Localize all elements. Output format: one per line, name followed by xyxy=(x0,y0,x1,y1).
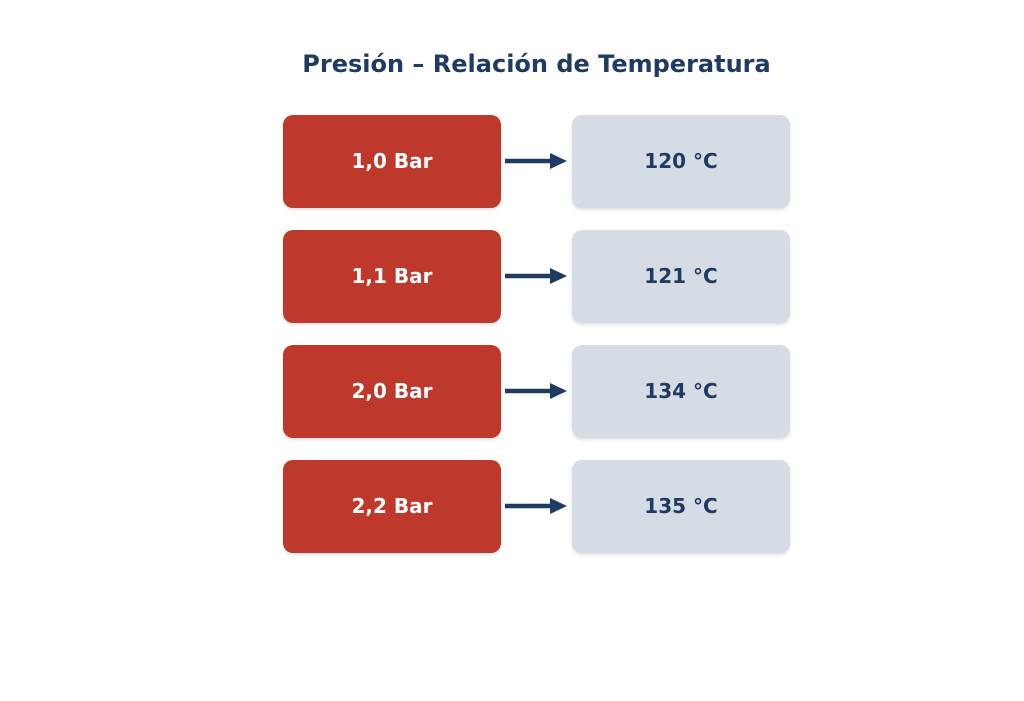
arrow-cell xyxy=(501,496,572,516)
arrow-right-icon xyxy=(505,268,567,285)
pressure-box: 1,1 Bar xyxy=(283,229,501,323)
pressure-label: 2,0 Bar xyxy=(351,379,433,404)
temperature-box: 120 °C xyxy=(572,114,790,208)
mapping-row: 2,2 Bar 135 °C xyxy=(283,459,790,553)
temperature-label: 121 °C xyxy=(644,264,718,289)
mapping-row: 2,0 Bar 134 °C xyxy=(283,344,790,438)
temperature-box: 121 °C xyxy=(572,229,790,323)
arrow-cell xyxy=(501,381,572,401)
pressure-box: 1,0 Bar xyxy=(283,114,501,208)
arrow-cell xyxy=(501,266,572,286)
temperature-label: 135 °C xyxy=(644,494,718,519)
arrow-right-icon xyxy=(505,498,567,515)
arrow-cell xyxy=(501,151,572,171)
diagram-title: Presión – Relación de Temperatura xyxy=(302,50,771,78)
mapping-row: 1,0 Bar 120 °C xyxy=(283,114,790,208)
pressure-label: 1,1 Bar xyxy=(351,264,433,289)
temperature-label: 134 °C xyxy=(644,379,718,404)
arrow-right-icon xyxy=(505,153,567,170)
pressure-box: 2,0 Bar xyxy=(283,344,501,438)
pressure-box: 2,2 Bar xyxy=(283,459,501,553)
temperature-label: 120 °C xyxy=(644,149,718,174)
pressure-label: 2,2 Bar xyxy=(351,494,433,519)
mapping-row: 1,1 Bar 121 °C xyxy=(283,229,790,323)
temperature-box: 135 °C xyxy=(572,459,790,553)
pressure-label: 1,0 Bar xyxy=(351,149,433,174)
temperature-box: 134 °C xyxy=(572,344,790,438)
arrow-right-icon xyxy=(505,383,567,400)
diagram-content: Presión – Relación de Temperatura 1,0 Ba… xyxy=(283,50,790,575)
